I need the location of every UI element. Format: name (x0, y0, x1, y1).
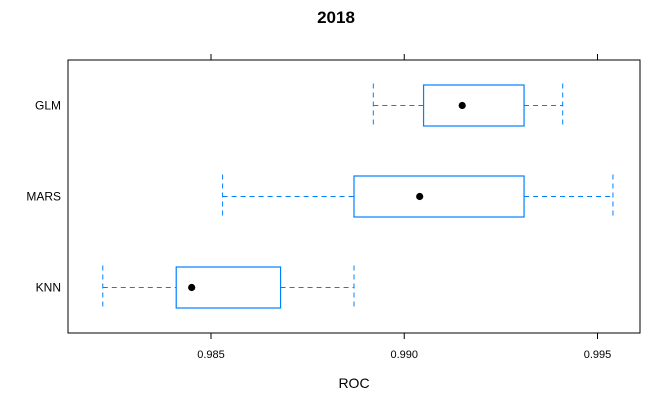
iqr-box (353, 175, 525, 218)
x-tick-label: 0.995 (584, 349, 612, 361)
x-axis: 0.985 0.990 0.995 (197, 54, 611, 361)
median-dot (458, 101, 466, 110)
x-axis-label: ROC (338, 375, 369, 391)
y-category-label: KNN (36, 281, 61, 295)
box-glm (372, 83, 564, 128)
plot-frame (67, 59, 641, 334)
chart-title: 2018 (317, 8, 355, 27)
iqr-box (422, 84, 525, 127)
median-dot (188, 283, 196, 292)
x-tick-label: 0.985 (197, 349, 225, 361)
y-category-label: MARS (26, 190, 61, 204)
y-category-label: GLM (35, 99, 61, 113)
x-tick-label: 0.990 (390, 349, 418, 361)
box-knn (102, 265, 355, 310)
box-series (102, 83, 614, 310)
y-axis-categories: GLM MARS KNN (26, 99, 61, 295)
box-mars (222, 174, 614, 219)
iqr-box (175, 266, 282, 309)
median-dot (416, 192, 424, 201)
